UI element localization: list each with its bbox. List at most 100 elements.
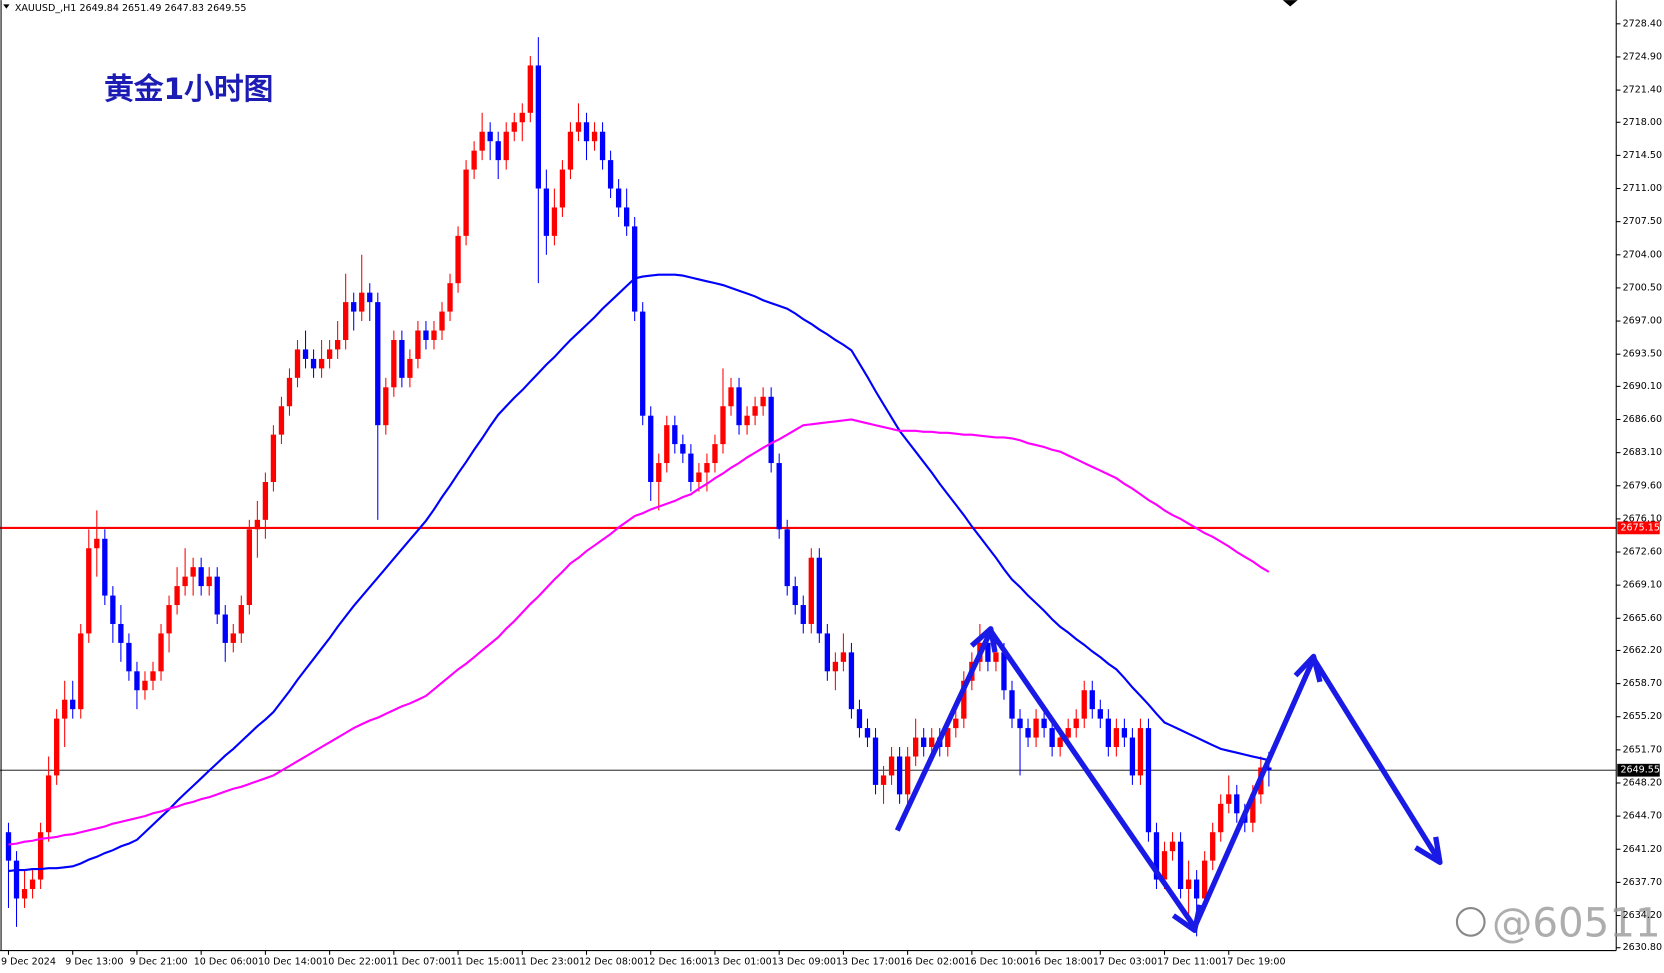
candle-body bbox=[575, 122, 582, 132]
candle-body bbox=[37, 832, 44, 880]
y-tick-label: 2679.60 bbox=[1623, 480, 1662, 491]
arrow-head bbox=[969, 626, 998, 653]
candle-body bbox=[929, 737, 935, 748]
candle-body bbox=[334, 339, 341, 350]
y-tick-label: 2704.00 bbox=[1623, 249, 1662, 260]
candle-body bbox=[286, 377, 293, 407]
candle-body bbox=[615, 188, 622, 208]
candle-body bbox=[21, 889, 28, 899]
watermark-group: @6051171 bbox=[1455, 900, 1664, 947]
x-tick-label: 10 Dec 14:00 bbox=[258, 956, 322, 967]
candle-body bbox=[768, 396, 774, 464]
candle-body bbox=[1041, 718, 1047, 729]
candle-body bbox=[945, 728, 951, 748]
candle-body bbox=[664, 425, 670, 464]
candle-body bbox=[471, 150, 477, 170]
candle-body bbox=[13, 860, 20, 899]
candle-body bbox=[688, 453, 694, 482]
x-tick-label: 9 Dec 21:00 bbox=[130, 956, 188, 967]
candle-body bbox=[495, 141, 501, 161]
candle-body bbox=[1081, 690, 1087, 719]
candle-body bbox=[190, 567, 196, 577]
candle-body bbox=[1169, 841, 1176, 852]
close: 2649.55 bbox=[207, 3, 246, 14]
candle-body bbox=[1234, 794, 1240, 814]
candle-body bbox=[326, 349, 333, 359]
candle-body bbox=[784, 529, 790, 587]
level-label: 2675.15 bbox=[1620, 522, 1659, 533]
candle-body bbox=[985, 642, 991, 662]
y-tick-label: 2658.70 bbox=[1623, 678, 1662, 689]
candle-body bbox=[254, 519, 261, 530]
candle-body bbox=[800, 605, 806, 624]
candle-body bbox=[728, 387, 734, 407]
candle-body bbox=[351, 302, 357, 312]
candle-body bbox=[1218, 803, 1224, 833]
candle-body bbox=[206, 576, 212, 587]
y-tick-label: 2676.10 bbox=[1623, 513, 1662, 524]
candle-body bbox=[913, 737, 919, 757]
candle-body bbox=[1025, 728, 1031, 738]
candle-body bbox=[399, 339, 405, 378]
candle-body bbox=[62, 699, 68, 719]
x-tick-label: 10 Dec 06:00 bbox=[194, 956, 258, 967]
level-label-box bbox=[1617, 521, 1660, 535]
candle-body bbox=[294, 349, 301, 378]
y-tick-label: 2690.10 bbox=[1623, 381, 1662, 392]
candle-body bbox=[704, 463, 710, 473]
candle-body bbox=[816, 557, 822, 634]
y-tick-label: 2721.40 bbox=[1623, 85, 1662, 96]
candle-body bbox=[1153, 832, 1160, 880]
candle-body bbox=[383, 387, 389, 426]
candle-body bbox=[888, 756, 895, 776]
candle-body bbox=[824, 633, 831, 672]
candle-body bbox=[455, 235, 461, 284]
candle-body bbox=[519, 112, 525, 123]
y-tick-label: 2665.60 bbox=[1623, 613, 1662, 624]
candle-body bbox=[262, 481, 269, 520]
candle-body bbox=[391, 339, 397, 388]
candle-body bbox=[527, 65, 533, 113]
candle-body bbox=[1057, 737, 1063, 748]
candle-body bbox=[808, 557, 814, 624]
x-tick-label: 10 Dec 22:00 bbox=[322, 956, 386, 967]
y-tick-label: 2724.90 bbox=[1623, 51, 1662, 62]
candle-body bbox=[848, 652, 855, 710]
candle-body bbox=[736, 387, 742, 426]
candle-body bbox=[1250, 794, 1256, 823]
header: XAUUSD_,H1 2649.84 2651.49 2647.83 2649.… bbox=[15, 3, 247, 14]
candle-body bbox=[776, 463, 782, 530]
candle-body bbox=[1097, 709, 1103, 719]
candle-body bbox=[1226, 794, 1232, 804]
candle-body bbox=[792, 586, 798, 606]
candle-body bbox=[567, 131, 574, 170]
arrow-head bbox=[1171, 904, 1203, 934]
candle-body bbox=[423, 330, 429, 340]
candle-body bbox=[142, 680, 148, 691]
candle-body bbox=[182, 576, 188, 587]
candle-body bbox=[158, 633, 164, 672]
x-tick-label: 12 Dec 16:00 bbox=[643, 956, 707, 967]
candle-body bbox=[343, 302, 349, 340]
candle-body bbox=[118, 623, 124, 643]
price-label-box bbox=[1617, 763, 1660, 777]
candle-body bbox=[238, 605, 244, 634]
x-tick-label: 17 Dec 03:00 bbox=[1093, 956, 1157, 967]
candle-body bbox=[840, 652, 847, 662]
x-tick-label: 17 Dec 19:00 bbox=[1221, 956, 1285, 967]
y-tick-label: 2669.10 bbox=[1623, 580, 1662, 591]
candle-body bbox=[696, 472, 702, 482]
y-tick-label: 2711.00 bbox=[1623, 183, 1662, 194]
candle-body bbox=[1121, 728, 1128, 738]
y-tick-label: 2644.70 bbox=[1623, 811, 1662, 822]
y-tick-label: 2693.50 bbox=[1623, 349, 1662, 360]
symbol-marker bbox=[3, 4, 10, 9]
y-tick-label: 2662.20 bbox=[1623, 645, 1662, 656]
y-tick-label: 2718.00 bbox=[1623, 117, 1662, 128]
y-tick-label: 2641.20 bbox=[1623, 844, 1662, 855]
candle-body bbox=[70, 699, 76, 710]
candle-body bbox=[904, 756, 911, 795]
candle-body bbox=[1065, 728, 1071, 738]
candle-body bbox=[78, 633, 84, 710]
